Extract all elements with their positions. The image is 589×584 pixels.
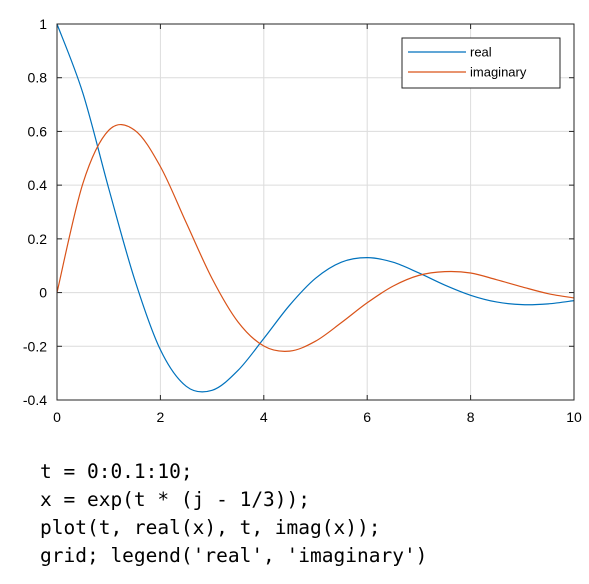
plot-frame bbox=[56, 23, 575, 401]
code-line: plot(t, real(x), t, imag(x)); bbox=[40, 516, 381, 539]
code-line: t = 0:0.1:10; bbox=[40, 460, 193, 483]
code-line: x = exp(t * (j - 1/3)); bbox=[40, 488, 311, 511]
legend-box bbox=[401, 37, 561, 89]
y-tick-label: 0 bbox=[39, 285, 47, 301]
x-tick-label: 2 bbox=[157, 409, 165, 425]
x-tick-label: 0 bbox=[53, 409, 61, 425]
y-tick-label: 1 bbox=[39, 16, 47, 32]
axis-ticks: 0 2 4 6 8 10 -0.4 -0.2 0 0.2 0.4 0.6 0.8 1 bbox=[23, 16, 582, 425]
y-tick-label: 0.8 bbox=[28, 70, 48, 86]
code-line: grid; legend('real', 'imaginary') bbox=[40, 544, 428, 567]
x-tick-label: 8 bbox=[467, 409, 475, 425]
y-tick-label: 0.4 bbox=[28, 177, 48, 193]
x-tick-label: 10 bbox=[566, 409, 582, 425]
code-block: t = 0:0.1:10; x = exp(t * (j - 1/3)); plot… bbox=[40, 458, 427, 570]
series-line-real bbox=[56, 23, 575, 393]
y-tick-label: 0.2 bbox=[28, 231, 48, 247]
x-tick-label: 6 bbox=[363, 409, 371, 425]
y-tick-label: -0.2 bbox=[23, 338, 47, 354]
x-tick-label: 4 bbox=[260, 409, 268, 425]
legend-label: real bbox=[470, 45, 492, 60]
series-line-imaginary bbox=[56, 124, 575, 352]
legend-label: imaginary bbox=[470, 65, 527, 80]
y-tick-label: 0.6 bbox=[28, 123, 48, 139]
y-tick-label: -0.4 bbox=[23, 392, 47, 408]
line-chart: 0 2 4 6 8 10 -0.4 -0.2 0 0.2 0.4 0.6 0.8 1 real imagin… bbox=[23, 16, 582, 425]
plot-lines bbox=[56, 23, 575, 393]
legend: real imaginary bbox=[401, 37, 561, 89]
